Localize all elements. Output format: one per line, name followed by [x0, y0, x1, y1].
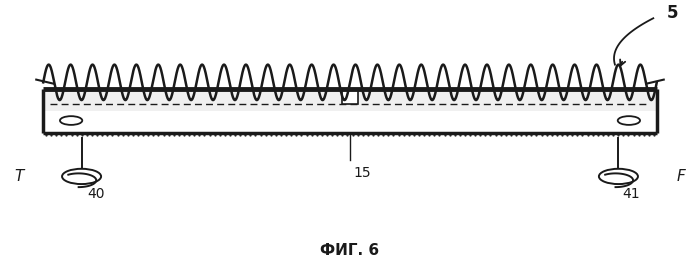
Circle shape: [617, 116, 640, 125]
Text: 40: 40: [87, 187, 104, 201]
Circle shape: [599, 169, 638, 184]
Text: 41: 41: [622, 187, 640, 201]
Text: 15: 15: [354, 166, 371, 179]
Polygon shape: [342, 89, 358, 104]
Text: F: F: [677, 169, 685, 184]
Text: T: T: [14, 169, 24, 184]
Circle shape: [60, 116, 83, 125]
Circle shape: [62, 169, 101, 184]
Polygon shape: [43, 89, 657, 133]
Text: ФИГ. 6: ФИГ. 6: [321, 243, 379, 258]
Polygon shape: [43, 89, 657, 111]
Text: 5: 5: [667, 4, 679, 22]
